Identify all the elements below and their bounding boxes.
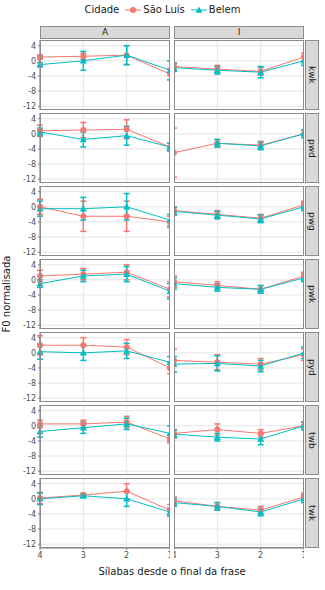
svg-text:-12: -12: [23, 467, 36, 475]
svg-text:0: 0: [31, 203, 36, 212]
html-text:São Luís: São Luís: [143, 4, 185, 15]
html-text:kwk: kwk: [307, 66, 317, 84]
svg-text:2: 2: [124, 551, 129, 560]
svg-text:-12: -12: [23, 248, 36, 256]
svg-text:4: 4: [31, 480, 36, 489]
svg-text:3: 3: [215, 551, 220, 560]
svg-text:-12: -12: [23, 102, 36, 110]
html-text:Sílabas desde o final da frase: Sílabas desde o final da frase: [98, 566, 246, 577]
svg-text:-12: -12: [23, 321, 36, 329]
svg-text:-4: -4: [28, 291, 36, 300]
html-text:twb: twb: [307, 431, 317, 449]
svg-text:0: 0: [31, 57, 36, 66]
svg-text:-4: -4: [28, 437, 36, 446]
svg-text:-8: -8: [28, 233, 36, 242]
svg-text:-12: -12: [23, 540, 36, 549]
html-text:pyd: pyd: [307, 358, 317, 376]
svg-text:0: 0: [31, 422, 36, 431]
html-text:pwg: pwg: [307, 211, 317, 231]
svg-text:-12: -12: [23, 175, 36, 183]
svg-text:1: 1: [301, 551, 304, 560]
svg-text:-4: -4: [28, 218, 36, 227]
svg-text:4: 4: [37, 551, 42, 560]
svg-text:4: 4: [174, 551, 177, 560]
svg-text:3: 3: [81, 551, 86, 560]
html-text:pwk: pwk: [307, 284, 317, 304]
html-text:F0 normalisada: F0 normalisada: [1, 255, 12, 333]
svg-text:-4: -4: [28, 72, 36, 81]
svg-text:4: 4: [31, 188, 36, 197]
html-text:I: I: [237, 27, 241, 37]
html-text:Cidade: Cidade: [84, 4, 120, 15]
html-text:A: A: [101, 27, 109, 37]
svg-text:4: 4: [31, 115, 36, 124]
svg-text:0: 0: [31, 495, 36, 504]
svg-text:-8: -8: [28, 379, 36, 388]
svg-text:4: 4: [31, 261, 36, 270]
svg-text:4: 4: [31, 42, 36, 51]
svg-text:-4: -4: [28, 510, 36, 519]
svg-text:-8: -8: [28, 452, 36, 461]
svg-text:4: 4: [31, 334, 36, 343]
svg-text:0: 0: [31, 130, 36, 139]
svg-text:-12: -12: [23, 394, 36, 402]
svg-text:4: 4: [31, 407, 36, 416]
svg-text:-4: -4: [28, 364, 36, 373]
svg-text:-8: -8: [28, 87, 36, 96]
html-text:pwd: pwd: [307, 138, 317, 158]
svg-text:-8: -8: [28, 525, 36, 534]
svg-text:1: 1: [167, 551, 170, 560]
svg-text:0: 0: [31, 349, 36, 358]
html-text:twk: twk: [307, 504, 317, 521]
svg-text:-4: -4: [28, 145, 36, 154]
svg-text:0: 0: [31, 276, 36, 285]
svg-text:-8: -8: [28, 306, 36, 315]
svg-text:-8: -8: [28, 160, 36, 169]
html-text:Belem: Belem: [208, 4, 241, 15]
svg-text:2: 2: [258, 551, 263, 560]
